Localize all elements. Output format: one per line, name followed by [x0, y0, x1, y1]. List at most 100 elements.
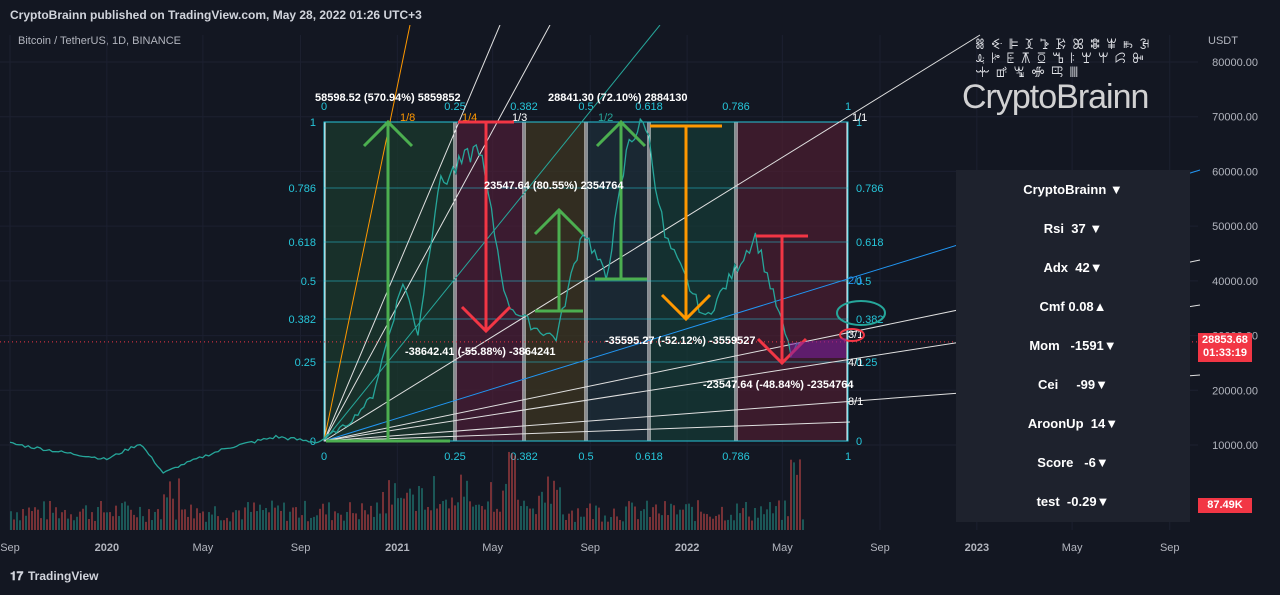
volume-bar [748, 516, 750, 530]
volume-bar [49, 500, 51, 530]
volume-bar [520, 506, 522, 530]
volume-bar [784, 500, 786, 530]
measure-annotation: -38642.41 (-55.88%) -3864241 [405, 346, 555, 358]
volume-bar [235, 510, 237, 530]
volume-bar [565, 519, 567, 530]
volume-bar [793, 462, 795, 530]
panel-row-aroonup: AroonUp 14▼ [956, 416, 1190, 431]
last-price-value: 28853.68 [1202, 334, 1248, 346]
volume-bar [409, 488, 411, 530]
volume-bar [589, 503, 591, 530]
volume-bar [478, 504, 480, 530]
volume-bar [487, 501, 489, 530]
volume-bar [160, 519, 162, 530]
panel-title[interactable]: CryptoBrainn ▼ [1023, 182, 1123, 197]
y-tick-label: 60000.00 [1212, 166, 1258, 178]
x-tick-label: Sep [580, 542, 600, 554]
volume-bar [679, 509, 681, 530]
volume-tag: 87.49K [1198, 498, 1252, 513]
volume-bar [544, 502, 546, 530]
gann-fan-line [323, 25, 411, 442]
volume-bar [379, 513, 381, 530]
aroonup-value: 14▼ [1090, 416, 1119, 431]
volume-bar [76, 516, 78, 530]
fib-level-right: 1 [856, 117, 862, 129]
volume-bar [562, 514, 564, 530]
volume-bar [241, 519, 243, 530]
volume-bar [385, 513, 387, 530]
volume-bar [484, 509, 486, 530]
volume-bar [511, 453, 513, 530]
gann-label: 8/1 [848, 396, 863, 408]
volume-bar [106, 512, 108, 530]
volume-bar [157, 509, 159, 530]
volume-bar [376, 502, 378, 530]
gann-label: 4/1 [848, 357, 863, 369]
volume-bar [490, 482, 492, 530]
volume-bar [148, 509, 150, 530]
volume-bar [256, 511, 258, 530]
volume-bar [262, 510, 264, 530]
volume-bar [640, 510, 642, 530]
fib-level-right: 0.5 [856, 276, 871, 288]
tradingview-logo[interactable]: 𝟏𝟕 TradingView [10, 569, 98, 584]
volume-bar [373, 516, 375, 530]
volume-bar [238, 510, 240, 530]
volume-bar [439, 504, 441, 530]
volume-bar [94, 520, 96, 530]
x-tick-label: May [482, 542, 503, 554]
volume-bar [505, 483, 507, 530]
volume-bar [460, 474, 462, 530]
volume-bar [577, 508, 579, 530]
volume-bar [352, 513, 354, 530]
fib-time-zone [649, 121, 736, 442]
volume-bar [751, 520, 753, 530]
volume-bar [496, 508, 498, 530]
volume-bar [685, 504, 687, 530]
volume-bar [145, 521, 147, 530]
volume-bar [220, 520, 222, 530]
volume-bar [757, 517, 759, 530]
volume-bar [43, 501, 45, 530]
volume-bar [718, 514, 720, 530]
volume-bar [760, 506, 762, 530]
fib-time-label-bottom: 0.25 [444, 451, 465, 463]
volume-bar [418, 486, 420, 530]
volume-bar [568, 513, 570, 530]
volume-bar [436, 508, 438, 530]
volume-bar [517, 499, 519, 530]
volume-bar [802, 519, 804, 530]
volume-bar [316, 515, 318, 530]
fib-time-label-bottom: 0.5 [578, 451, 593, 463]
volume-bar [652, 507, 654, 530]
fib-level-right: 0.618 [856, 237, 884, 249]
volume-bar [391, 504, 393, 530]
volume-bar [82, 508, 84, 530]
volume-bar [445, 499, 447, 530]
volume-bar [655, 504, 657, 530]
volume-bar [79, 511, 81, 530]
volume-bar [673, 505, 675, 530]
volume-bar [151, 520, 153, 530]
volume-bar [10, 511, 12, 530]
volume-bar [412, 494, 414, 530]
volume-bar [394, 483, 396, 530]
volume-bar [307, 521, 309, 530]
volume-bar [613, 508, 615, 530]
price-chart[interactable]: 10000.0020000.0030000.0040000.0050000.00… [0, 25, 1280, 565]
volume-bar [169, 481, 171, 530]
volume-bar [754, 507, 756, 530]
rsi-label: Rsi [1043, 221, 1065, 236]
arrow-down-2-head [660, 293, 712, 322]
volume-bar [481, 506, 483, 530]
volume-bar [361, 503, 363, 530]
volume-bar [661, 515, 663, 530]
volume-bar [406, 492, 408, 530]
volume-bar [427, 506, 429, 530]
volume-bar [451, 497, 453, 530]
volume-bar [421, 488, 423, 530]
panel-row-score: Score -6▼ [956, 455, 1190, 470]
volume-bar [598, 507, 600, 530]
cmf-value: 0.08▲ [1068, 299, 1107, 314]
score-value: -6▼ [1084, 455, 1109, 470]
